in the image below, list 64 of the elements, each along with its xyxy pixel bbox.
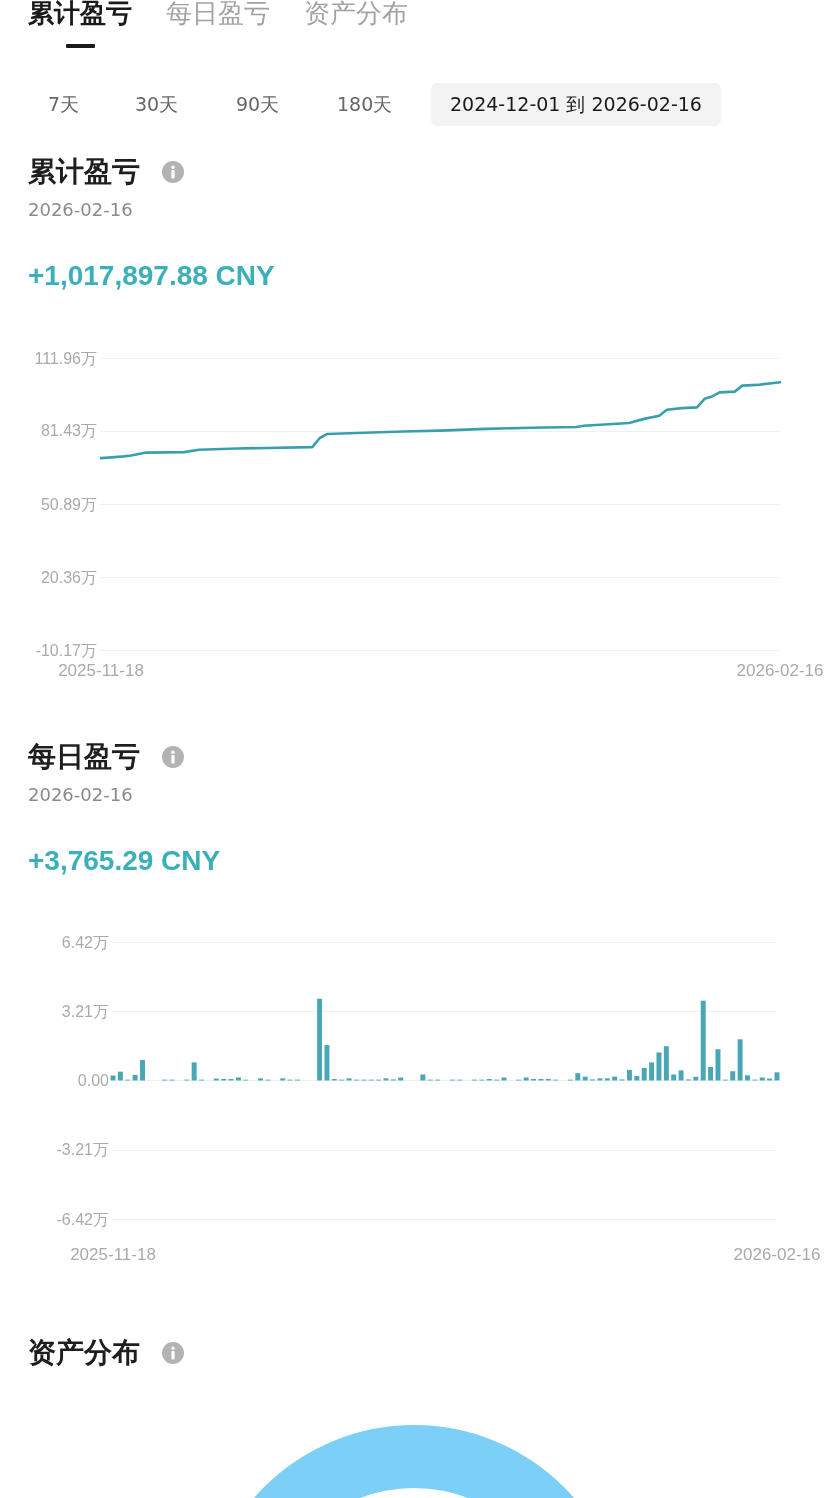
text: 90天 <box>236 92 280 116</box>
bar <box>132 1074 138 1081</box>
text: 30天 <box>135 92 179 116</box>
bar <box>634 1075 640 1081</box>
bar <box>700 1000 706 1081</box>
bar <box>317 998 323 1081</box>
bar <box>759 1077 765 1081</box>
bar <box>641 1067 647 1081</box>
bar <box>258 1078 264 1081</box>
text: 资产分布 <box>28 1336 140 1369</box>
text: 180天 <box>337 92 393 116</box>
text: 每日盈亏 <box>166 0 270 28</box>
y-tick-label: -10.17万 <box>35 641 97 659</box>
y-tick-label: 111.96万 <box>34 349 97 367</box>
y-tick-label: -6.42万 <box>56 1210 109 1228</box>
bar <box>693 1076 699 1081</box>
bar <box>745 1075 750 1081</box>
bar <box>383 1078 389 1081</box>
y-tick-label: -3.21万 <box>56 1141 109 1159</box>
text: 7天 <box>48 92 80 116</box>
bar <box>191 1062 197 1081</box>
chart-title: 每日盈亏 <box>28 740 140 773</box>
bar <box>649 1062 655 1081</box>
y-tick-label: 20.36万 <box>40 568 97 586</box>
bar <box>626 1069 632 1081</box>
bar <box>597 1078 603 1081</box>
y-tick-label: 81.43万 <box>40 422 97 440</box>
bar <box>346 1078 352 1081</box>
bar <box>604 1078 610 1081</box>
bar <box>656 1052 662 1081</box>
bar <box>140 1060 145 1081</box>
x-tick-label: 2025-11-18 <box>70 1245 156 1264</box>
chart-subtitle: 2026-02-16 <box>28 199 133 221</box>
bar <box>678 1070 684 1081</box>
bar <box>235 1077 241 1081</box>
bar <box>730 1071 736 1081</box>
bar <box>708 1066 714 1081</box>
bar <box>582 1076 588 1081</box>
text: +1,017,897.88 CNY <box>28 260 275 292</box>
line-series <box>99 380 782 460</box>
bar <box>671 1074 677 1081</box>
bar <box>715 1049 721 1081</box>
bar <box>501 1077 507 1081</box>
text: +3,765.29 CNY <box>28 845 221 877</box>
y-tick-label: 50.89万 <box>40 495 97 513</box>
bar <box>663 1046 669 1081</box>
bar <box>612 1076 618 1081</box>
date-range-button: 2024-12-01 到 2026-02-16 <box>431 83 721 126</box>
bar <box>420 1074 426 1081</box>
bar <box>117 1071 123 1081</box>
bar <box>575 1073 581 1081</box>
x-tick-label: 2025-11-18 <box>58 661 144 680</box>
y-tick-label: 6.42万 <box>61 933 109 951</box>
chart-title: 累计盈亏 <box>28 155 140 188</box>
bar <box>324 1045 330 1081</box>
bar <box>523 1077 529 1081</box>
bar <box>737 1039 743 1081</box>
y-tick-label: 3.21万 <box>61 1002 109 1020</box>
y-tick-label: 0.00 <box>77 1072 110 1089</box>
bar <box>398 1077 404 1081</box>
chart-subtitle: 2026-02-16 <box>28 784 133 806</box>
text: 资产分布 <box>304 0 408 28</box>
bar <box>280 1078 286 1081</box>
text: 累计盈亏 <box>28 0 132 28</box>
